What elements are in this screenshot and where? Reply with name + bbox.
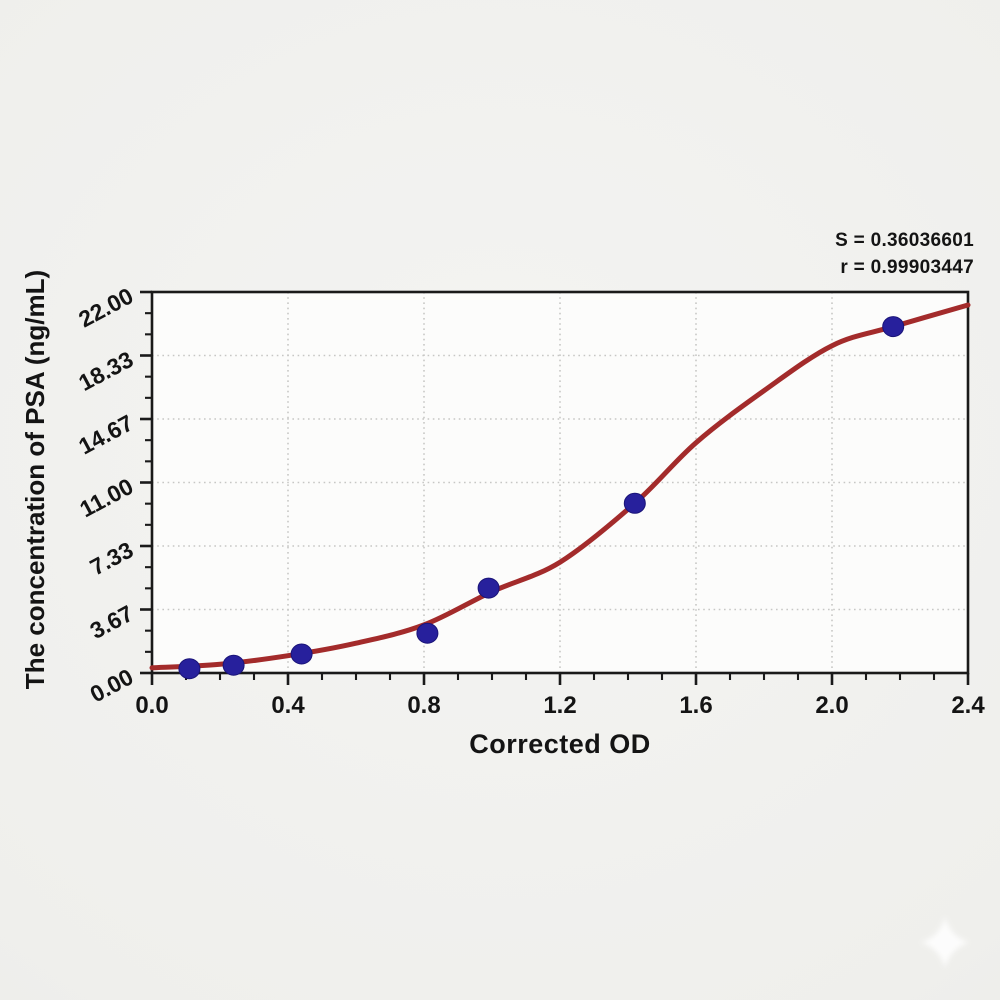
data-point xyxy=(222,654,245,676)
gridlines xyxy=(152,292,968,673)
x-tick-label: 1.6 xyxy=(679,692,712,719)
r-value-label: r = 0.99903447 xyxy=(840,257,974,278)
y-tick-label: 3.67 xyxy=(86,600,138,644)
fit-statistics: S = 0.36036601 r = 0.99903447 xyxy=(835,227,974,281)
y-tick-label: 22.00 xyxy=(74,282,137,332)
sparkle-watermark-icon xyxy=(921,917,969,968)
data-point xyxy=(178,658,201,680)
data-point xyxy=(882,316,905,338)
x-tick-label: 2.0 xyxy=(815,692,848,719)
x-tick-label: 0.0 xyxy=(135,692,168,719)
s-value-label: S = 0.36036601 xyxy=(835,230,974,251)
y-tick-label: 11.00 xyxy=(75,473,137,522)
x-axis-title: Corrected OD xyxy=(469,729,651,759)
y-tick-label: 14.67 xyxy=(74,409,137,459)
data-point xyxy=(416,622,439,644)
y-axis-title: The concentration of PSA (ng/mL) xyxy=(20,269,50,690)
data-point xyxy=(290,643,313,665)
y-tick-labels: 0.00 3.67 7.33 11.00 14.67 18.33 22.00 xyxy=(74,282,137,707)
x-tick-label: 2.4 xyxy=(951,692,985,719)
plot-frame xyxy=(150,290,970,675)
x-tick-labels: 0.0 0.4 0.8 1.2 1.6 2.0 2.4 xyxy=(135,692,985,719)
data-point xyxy=(623,492,646,514)
data-points xyxy=(178,316,905,680)
y-tick-label: 0.00 xyxy=(86,663,138,707)
x-tick-label: 0.8 xyxy=(407,692,440,719)
y-tick-label: 7.33 xyxy=(86,536,138,580)
x-tick-label: 1.2 xyxy=(543,692,576,719)
y-tick-label: 18.33 xyxy=(74,346,137,396)
data-point xyxy=(477,577,500,599)
fitted-curve xyxy=(149,302,971,671)
x-tick-label: 0.4 xyxy=(271,692,305,719)
